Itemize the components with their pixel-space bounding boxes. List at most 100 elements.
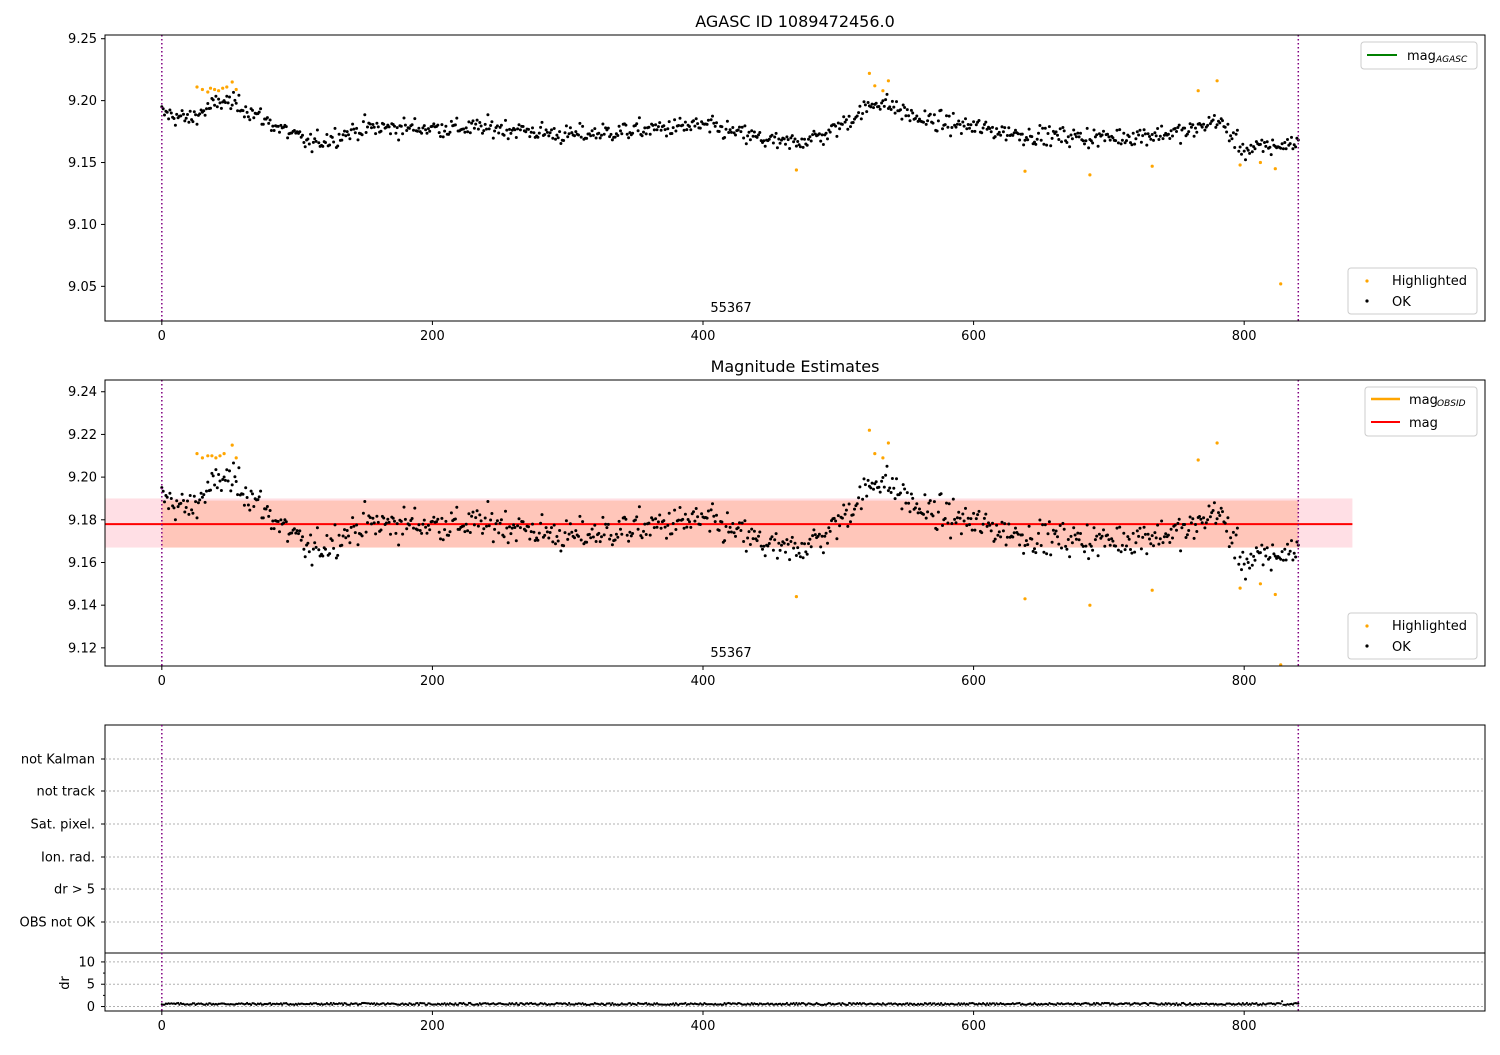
ok-point — [184, 506, 188, 509]
ok-point — [637, 505, 641, 509]
ok-point — [180, 492, 184, 496]
ok-point — [922, 512, 925, 516]
ok-point — [786, 138, 790, 142]
ok-point — [847, 502, 851, 506]
legend-marker-highlighted — [1365, 279, 1369, 283]
ok-point — [217, 473, 221, 476]
ok-point — [1230, 137, 1234, 141]
dr-point — [907, 1003, 910, 1007]
ok-point — [1146, 532, 1150, 536]
ok-point — [272, 527, 276, 531]
ok-point — [1252, 145, 1256, 149]
ok-point — [1102, 129, 1105, 133]
ok-point — [770, 535, 774, 539]
ok-point — [168, 108, 172, 112]
ok-point — [775, 556, 779, 560]
ok-point — [1202, 516, 1206, 520]
ok-point — [808, 135, 812, 139]
obsid-annotation: 55367 — [710, 301, 751, 316]
ok-point — [267, 514, 271, 518]
ok-point — [859, 507, 863, 511]
ok-point — [242, 503, 246, 507]
ok-point — [1108, 138, 1112, 142]
ok-point — [865, 110, 869, 114]
ok-point — [504, 509, 507, 513]
ok-point — [900, 507, 904, 511]
ok-point — [489, 124, 493, 127]
ok-point — [964, 506, 967, 510]
ok-point — [762, 544, 766, 548]
ok-point — [497, 131, 501, 135]
ok-point — [1212, 114, 1216, 117]
ok-point — [1116, 548, 1120, 552]
ok-point — [394, 131, 398, 135]
ok-point — [688, 520, 691, 524]
ok-point — [340, 138, 344, 142]
ok-point — [900, 117, 904, 121]
ok-point — [524, 130, 528, 134]
highlighted-point — [1088, 603, 1092, 607]
ok-point — [1207, 115, 1211, 119]
ok-point — [997, 130, 1001, 134]
ok-point — [325, 534, 329, 537]
ok-point — [333, 523, 337, 527]
ok-point — [761, 547, 764, 551]
ok-point — [537, 531, 541, 535]
ok-point — [972, 511, 976, 515]
ok-point — [717, 528, 721, 532]
ok-point — [984, 512, 988, 516]
ok-point — [1000, 125, 1004, 129]
dr-point — [177, 1001, 180, 1005]
ok-point — [302, 141, 306, 144]
ok-point — [234, 480, 238, 483]
ok-point — [1264, 554, 1268, 558]
dr-point — [1241, 1002, 1244, 1005]
ok-point — [1107, 538, 1111, 542]
dr-axis-label: dr — [58, 976, 73, 990]
ok-point — [1118, 525, 1122, 529]
ok-point — [693, 124, 697, 128]
ok-point — [382, 122, 386, 126]
ok-point — [284, 520, 288, 524]
dr-point — [980, 1003, 983, 1006]
ok-point — [529, 130, 533, 134]
ok-point — [1246, 561, 1250, 564]
dr-point — [1175, 1002, 1178, 1005]
ok-point — [924, 122, 928, 126]
ok-point — [1290, 135, 1293, 139]
ok-point — [232, 461, 235, 465]
legend-label-ok: OK — [1392, 295, 1411, 310]
ok-point — [1154, 536, 1158, 540]
ok-point — [1168, 137, 1172, 140]
ok-point — [725, 511, 729, 515]
ok-point — [570, 530, 574, 534]
ok-point — [543, 133, 547, 136]
ok-point — [820, 534, 824, 538]
ok-point — [694, 507, 698, 510]
ok-point — [172, 506, 176, 510]
ok-point — [182, 499, 185, 502]
ok-point — [167, 117, 171, 121]
ok-point — [313, 541, 317, 545]
ok-point — [903, 106, 907, 109]
ok-point — [1188, 122, 1192, 126]
ok-point — [1294, 145, 1298, 149]
ok-point — [314, 139, 318, 143]
ok-point — [540, 120, 544, 124]
ok-point — [828, 529, 832, 533]
ok-point — [328, 143, 332, 147]
dr-point — [846, 1003, 849, 1007]
highlighted-point — [886, 79, 891, 83]
ok-point — [602, 533, 606, 537]
ok-point — [517, 517, 521, 521]
ok-point — [1244, 577, 1247, 581]
ok-point — [874, 101, 878, 105]
ok-point — [205, 489, 208, 493]
ok-point — [685, 128, 689, 132]
ok-point — [1076, 531, 1080, 535]
ok-point — [1225, 529, 1229, 533]
ok-point — [593, 523, 597, 527]
ok-point — [693, 519, 697, 523]
ok-point — [1024, 539, 1028, 543]
